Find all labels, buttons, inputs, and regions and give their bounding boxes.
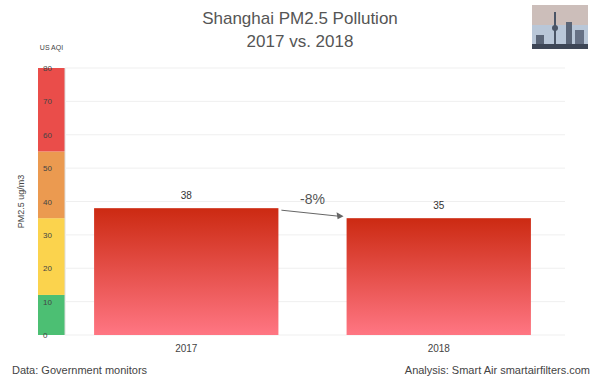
image-ground <box>532 44 588 49</box>
y-tick-label: 30 <box>43 231 52 240</box>
image-bg <box>532 5 588 49</box>
y-tick-label: 60 <box>43 131 52 140</box>
aqi-band <box>38 218 65 295</box>
y-tick-label: 80 <box>43 64 52 73</box>
chart-root: Shanghai PM2.5 Pollution 2017 vs. 2018 US … <box>0 0 601 392</box>
bar <box>347 218 531 335</box>
image-tower-ball <box>552 25 558 31</box>
band-label: US AQI <box>40 44 63 52</box>
x-tick-label: 2018 <box>428 343 451 354</box>
y-tick-label: 20 <box>43 264 52 273</box>
data-label: 35 <box>433 200 445 211</box>
data-label: 38 <box>181 190 193 201</box>
subtitle: 2017 vs. 2018 <box>247 32 354 51</box>
bar <box>94 208 278 335</box>
title: Shanghai PM2.5 Pollution <box>202 9 398 28</box>
grid-line <box>65 168 565 169</box>
annotation: -8% <box>300 191 325 207</box>
y-tick-label: 0 <box>43 331 48 340</box>
annotation-arrow <box>281 210 338 216</box>
y-tick-label: 10 <box>43 298 52 307</box>
x-tick-label: 2017 <box>175 343 198 354</box>
y-tick-label: 40 <box>43 198 52 207</box>
chart: Shanghai PM2.5 Pollution 2017 vs. 2018 US … <box>0 0 601 392</box>
grid-line <box>65 68 565 69</box>
grid-line <box>65 101 565 102</box>
source: Data: Government monitors <box>12 364 148 376</box>
annotation-arrowhead <box>337 212 344 219</box>
y-tick-label: 50 <box>43 164 52 173</box>
credit: Analysis: Smart Air smartairfilters.com <box>405 364 590 376</box>
aqi-band <box>38 151 65 218</box>
bars <box>94 208 531 335</box>
skyline-image <box>532 5 588 49</box>
image-sky <box>532 5 588 25</box>
y-axis-label: PM2.5 ug/m3 <box>16 175 26 229</box>
aqi-band <box>38 68 65 151</box>
grid-line <box>65 134 565 135</box>
y-tick-label: 70 <box>43 97 52 106</box>
aqi-band <box>38 295 65 335</box>
